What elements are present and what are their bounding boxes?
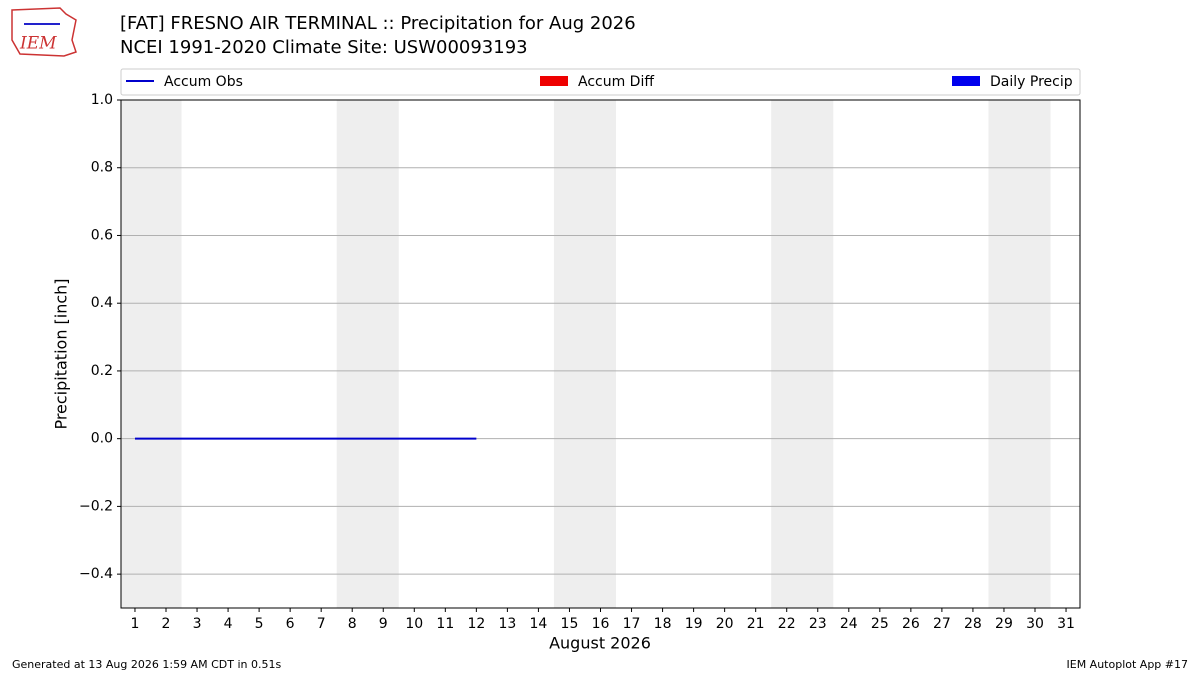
weekend-shade	[553, 100, 617, 608]
x-tick-label: 22	[778, 616, 796, 632]
x-tick-label: 25	[871, 616, 889, 632]
x-tick-label: 5	[255, 616, 264, 632]
weekend-shade	[336, 100, 399, 608]
x-tick-label: 15	[561, 616, 579, 632]
x-tick-label: 4	[224, 616, 233, 632]
x-tick-label: 10	[405, 616, 423, 632]
y-axis-title: Precipitation [inch]	[52, 278, 71, 429]
plot-frame	[120, 99, 1081, 609]
y-tick-label: 0.6	[91, 227, 113, 243]
weekend-shade	[771, 100, 834, 608]
footer-left: Generated at 13 Aug 2026 1:59 AM CDT in …	[12, 658, 281, 671]
chart-subtitle: NCEI 1991-2020 Climate Site: USW00093193	[120, 37, 528, 58]
x-tick-label: 23	[809, 616, 827, 632]
x-tick-label: 13	[498, 616, 516, 632]
x-tick-label: 19	[685, 616, 703, 632]
x-tick-label: 30	[1026, 616, 1044, 632]
x-tick-label: 8	[348, 616, 357, 632]
weekend-shade	[988, 100, 1051, 608]
x-tick-label: 21	[747, 616, 765, 632]
weekend-shade	[121, 100, 182, 608]
x-tick-label: 27	[933, 616, 951, 632]
y-tick-label: −0.2	[79, 498, 113, 514]
x-tick-label: 12	[467, 616, 485, 632]
y-tick-label: 0.0	[91, 431, 113, 447]
x-tick-label: 9	[379, 616, 388, 632]
x-tick-label: 29	[995, 616, 1013, 632]
x-tick-label: 26	[902, 616, 920, 632]
x-tick-label: 6	[286, 616, 295, 632]
x-tick-label: 17	[623, 616, 641, 632]
x-tick-label: 31	[1057, 616, 1075, 632]
chart-title: [FAT] FRESNO AIR TERMINAL :: Precipitati…	[120, 13, 636, 34]
legend-swatch	[540, 76, 568, 86]
x-tick-label: 28	[964, 616, 982, 632]
x-tick-label: 1	[131, 616, 140, 632]
x-tick-label: 16	[592, 616, 610, 632]
y-tick-label: 0.2	[91, 363, 113, 379]
y-tick-label: −0.4	[79, 566, 113, 582]
legend-label: Accum Obs	[164, 74, 243, 90]
legend-swatch	[952, 76, 980, 86]
x-tick-label: 24	[840, 616, 858, 632]
footer-right: IEM Autoplot App #17	[1067, 658, 1189, 671]
legend-label: Accum Diff	[578, 74, 654, 90]
x-tick-label: 18	[654, 616, 672, 632]
y-tick-label: 0.4	[91, 295, 113, 311]
x-tick-label: 20	[716, 616, 734, 632]
plot-area: −0.4−0.20.00.20.40.60.81.01 2 3 4 5 6 7 8 9 10 11 1…	[79, 92, 1081, 632]
y-tick-label: 0.8	[91, 160, 113, 176]
x-tick-label: 11	[436, 616, 454, 632]
x-tick-label: 7	[317, 616, 326, 632]
logo-outline	[11, 7, 77, 57]
logo: IEM	[11, 7, 77, 57]
legend-box	[120, 68, 1081, 96]
logo-text: IEM	[19, 34, 57, 54]
y-tick-label: 1.0	[91, 92, 113, 108]
legend-label: Daily Precip	[990, 74, 1073, 90]
x-tick-label: 3	[193, 616, 202, 632]
x-tick-label: 14	[530, 616, 548, 632]
x-tick-label: 2	[162, 616, 171, 632]
x-axis-title: August 2026	[549, 634, 651, 653]
